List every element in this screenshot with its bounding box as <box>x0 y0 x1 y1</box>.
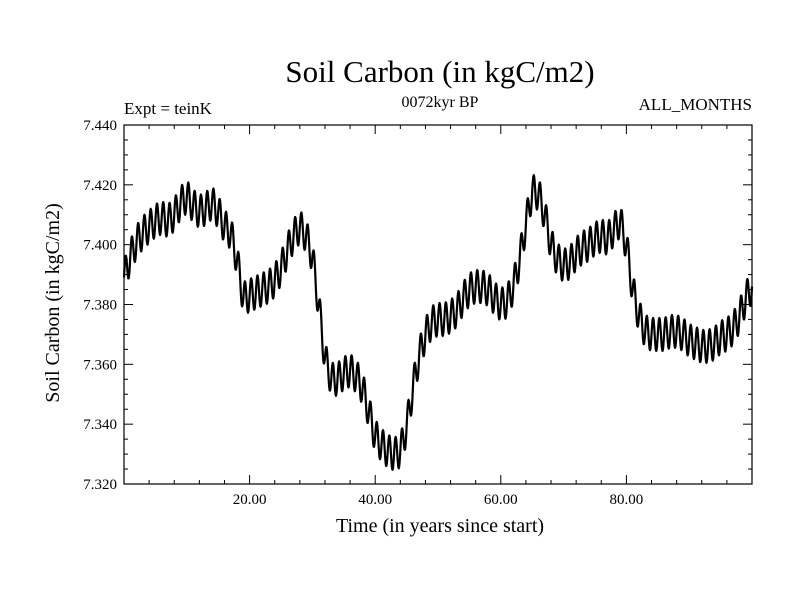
y-axis-label: Soil Carbon (in kgC/m2) <box>42 203 64 402</box>
y-tick-label: 7.340 <box>83 417 117 433</box>
y-tick-label: 7.320 <box>83 477 117 493</box>
y-tick-label: 7.400 <box>83 238 117 254</box>
chart-title: Soil Carbon (in kgC/m2) <box>285 54 595 89</box>
x-tick-label: 80.00 <box>610 492 644 508</box>
y-tick-label: 7.440 <box>83 118 117 134</box>
x-tick-label: 40.00 <box>358 492 392 508</box>
chart-subtitle: 0072kyr BP <box>401 94 479 111</box>
experiment-label: Expt = teinK <box>124 99 212 118</box>
x-tick-label: 20.00 <box>233 492 267 508</box>
plot-frame <box>123 124 753 485</box>
y-tick-label: 7.420 <box>83 178 117 194</box>
soil-carbon-series-line <box>122 174 754 471</box>
x-tick-label: 60.00 <box>484 492 518 508</box>
y-tick-label: 7.360 <box>83 357 117 373</box>
y-tick-label: 7.380 <box>83 298 117 314</box>
chart-axes: 20.00 40.00 60.00 80.00 7.320 7.340 7.360 7.380… <box>83 118 753 508</box>
months-label: ALL_MONTHS <box>638 95 752 114</box>
x-axis-label: Time (in years since start) <box>336 515 544 537</box>
